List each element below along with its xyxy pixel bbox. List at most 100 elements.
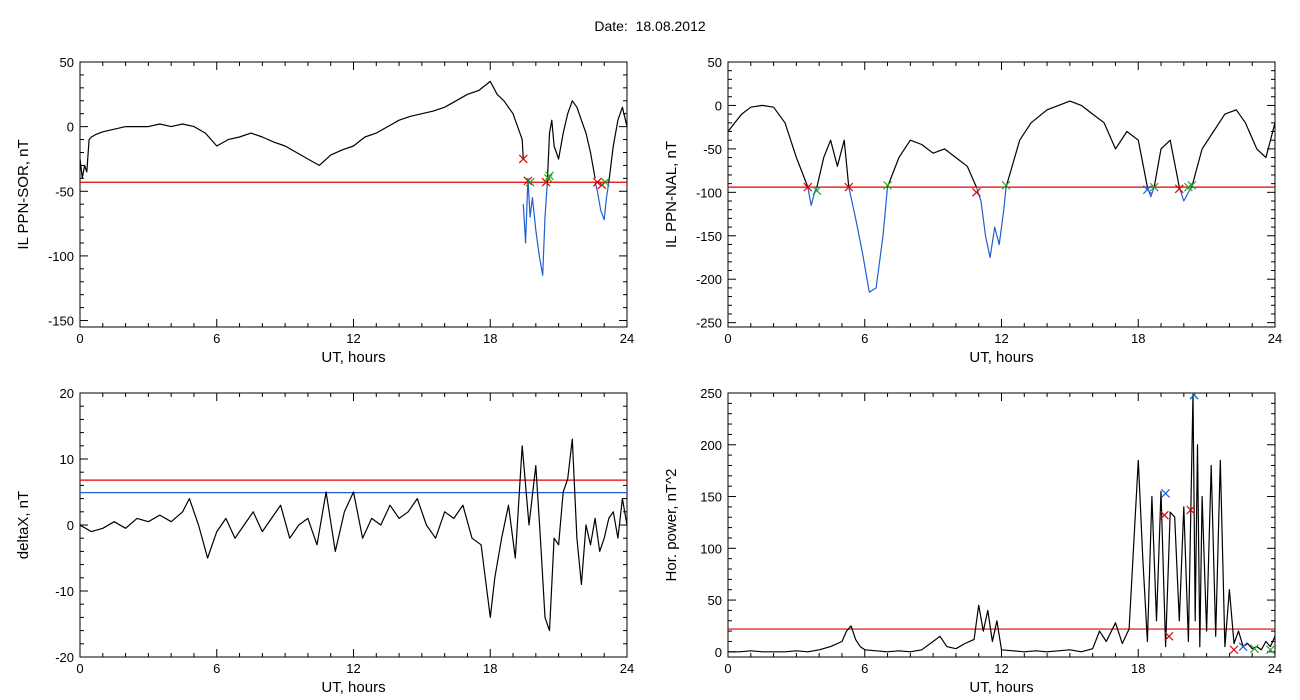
y-tick-label: 10 [60, 452, 74, 467]
x-axis-label: UT, hours [321, 679, 385, 696]
y-tick-label: -150 [696, 229, 722, 244]
plot-area [80, 80, 627, 276]
x-tick-label: 24 [620, 331, 634, 346]
y-tick-label: 50 [708, 55, 722, 70]
event-marker [1250, 644, 1259, 654]
x-tick-label: 18 [1131, 661, 1145, 676]
y-axis-label: IL PPN-SOR, nT [15, 139, 32, 249]
series-line [1191, 109, 1275, 188]
x-tick-label: 6 [861, 661, 868, 676]
x-tick-label: 12 [346, 661, 360, 676]
y-tick-label: 250 [700, 386, 722, 401]
event-marker [812, 186, 822, 196]
y-tick-label: 150 [700, 490, 722, 505]
event-marker [1149, 182, 1159, 192]
y-tick-label: 50 [708, 593, 722, 608]
y-tick-label: 20 [60, 386, 74, 401]
plot-area [80, 438, 627, 632]
x-tick-label: 24 [620, 661, 634, 676]
event-marker [972, 187, 981, 197]
series-line [728, 104, 809, 188]
x-axis-label: UT, hours [969, 679, 1033, 696]
x-tick-label: 12 [346, 331, 360, 346]
event-marker [1174, 184, 1184, 194]
y-tick-label: -250 [696, 316, 722, 331]
x-tick-label: 0 [724, 331, 731, 346]
event-marker [1164, 631, 1174, 641]
plot-area [728, 393, 1275, 655]
event-marker [803, 182, 813, 192]
x-tick-label: 12 [994, 331, 1008, 346]
x-tick-label: 18 [1131, 331, 1145, 346]
event-marker [1189, 393, 1199, 400]
series-line [594, 182, 610, 221]
series-line [1153, 139, 1180, 188]
x-tick-label: 6 [861, 331, 868, 346]
y-tick-label: -50 [703, 142, 722, 157]
event-marker [543, 173, 553, 183]
x-tick-label: 24 [1268, 661, 1282, 676]
y-tick-label: 0 [67, 518, 74, 533]
event-marker [1142, 185, 1152, 195]
plot-frame [727, 61, 1276, 328]
event-marker [1266, 645, 1275, 655]
series-line [608, 106, 627, 183]
y-tick-label: 0 [715, 98, 722, 113]
event-marker [518, 154, 528, 164]
x-tick-label: 6 [213, 661, 220, 676]
x-axis-label: UT, hours [969, 349, 1033, 366]
event-marker [1161, 488, 1171, 498]
y-tick-label: -100 [48, 249, 74, 264]
event-marker [1238, 642, 1248, 652]
event-marker [883, 180, 892, 190]
series-line [848, 186, 889, 293]
x-tick-label: 0 [724, 661, 731, 676]
x-tick-label: 0 [76, 331, 83, 346]
chart-deltax: 0 6 12 18 24 20 10 0 -10 -20 UT, hours deltaX, nT [15, 386, 634, 696]
event-marker [592, 177, 602, 187]
page-title: Date: 18.08.2012 [594, 18, 706, 34]
event-marker [525, 177, 535, 187]
chart-ppn-nal: 0 6 12 18 24 50 0 -50 -100 -150 -200 -250 UT, hours I… [663, 55, 1282, 366]
y-tick-label: -150 [48, 314, 74, 329]
series-line [816, 139, 850, 188]
x-tick-label: 12 [994, 661, 1008, 676]
series-line [80, 438, 627, 632]
x-tick-label: 24 [1268, 331, 1282, 346]
series-line [546, 100, 596, 185]
event-marker [1001, 180, 1011, 190]
chart-ppn-sor: 0 6 12 18 24 50 0 -50 -100 -150 UT, hours IL PPN-SO… [15, 55, 634, 366]
plot-frame [79, 61, 628, 328]
y-tick-label: -50 [55, 184, 74, 199]
y-axis-label: deltaX, nT [15, 491, 32, 559]
y-tick-label: 0 [67, 120, 74, 135]
y-tick-label: 200 [700, 438, 722, 453]
y-tick-label: -10 [55, 584, 74, 599]
series-line [886, 139, 977, 188]
x-tick-label: 6 [213, 331, 220, 346]
event-marker [1186, 505, 1196, 515]
y-tick-label: 50 [60, 55, 74, 70]
series-line [975, 186, 1007, 259]
event-marker [1187, 180, 1197, 190]
x-tick-label: 0 [76, 661, 83, 676]
event-marker [545, 171, 554, 181]
series-line [1178, 186, 1193, 202]
series-line [1005, 100, 1148, 188]
event-marker [523, 176, 533, 186]
y-tick-label: -100 [696, 185, 722, 200]
chart-hor-power: 0 6 12 18 24 250 200 150 100 50 0 UT, hours Hor. pow… [663, 386, 1282, 696]
series-line [80, 80, 524, 179]
series-line [522, 177, 548, 276]
x-tick-label: 18 [483, 661, 497, 676]
y-tick-label: 0 [715, 645, 722, 660]
y-axis-label: Hor. power, nT^2 [663, 469, 680, 582]
event-marker [1160, 510, 1169, 520]
x-tick-label: 18 [483, 331, 497, 346]
y-tick-label: 100 [700, 541, 722, 556]
event-marker [1229, 645, 1239, 655]
series-line [728, 393, 1275, 653]
y-tick-label: -200 [696, 272, 722, 287]
x-axis-label: UT, hours [321, 349, 385, 366]
